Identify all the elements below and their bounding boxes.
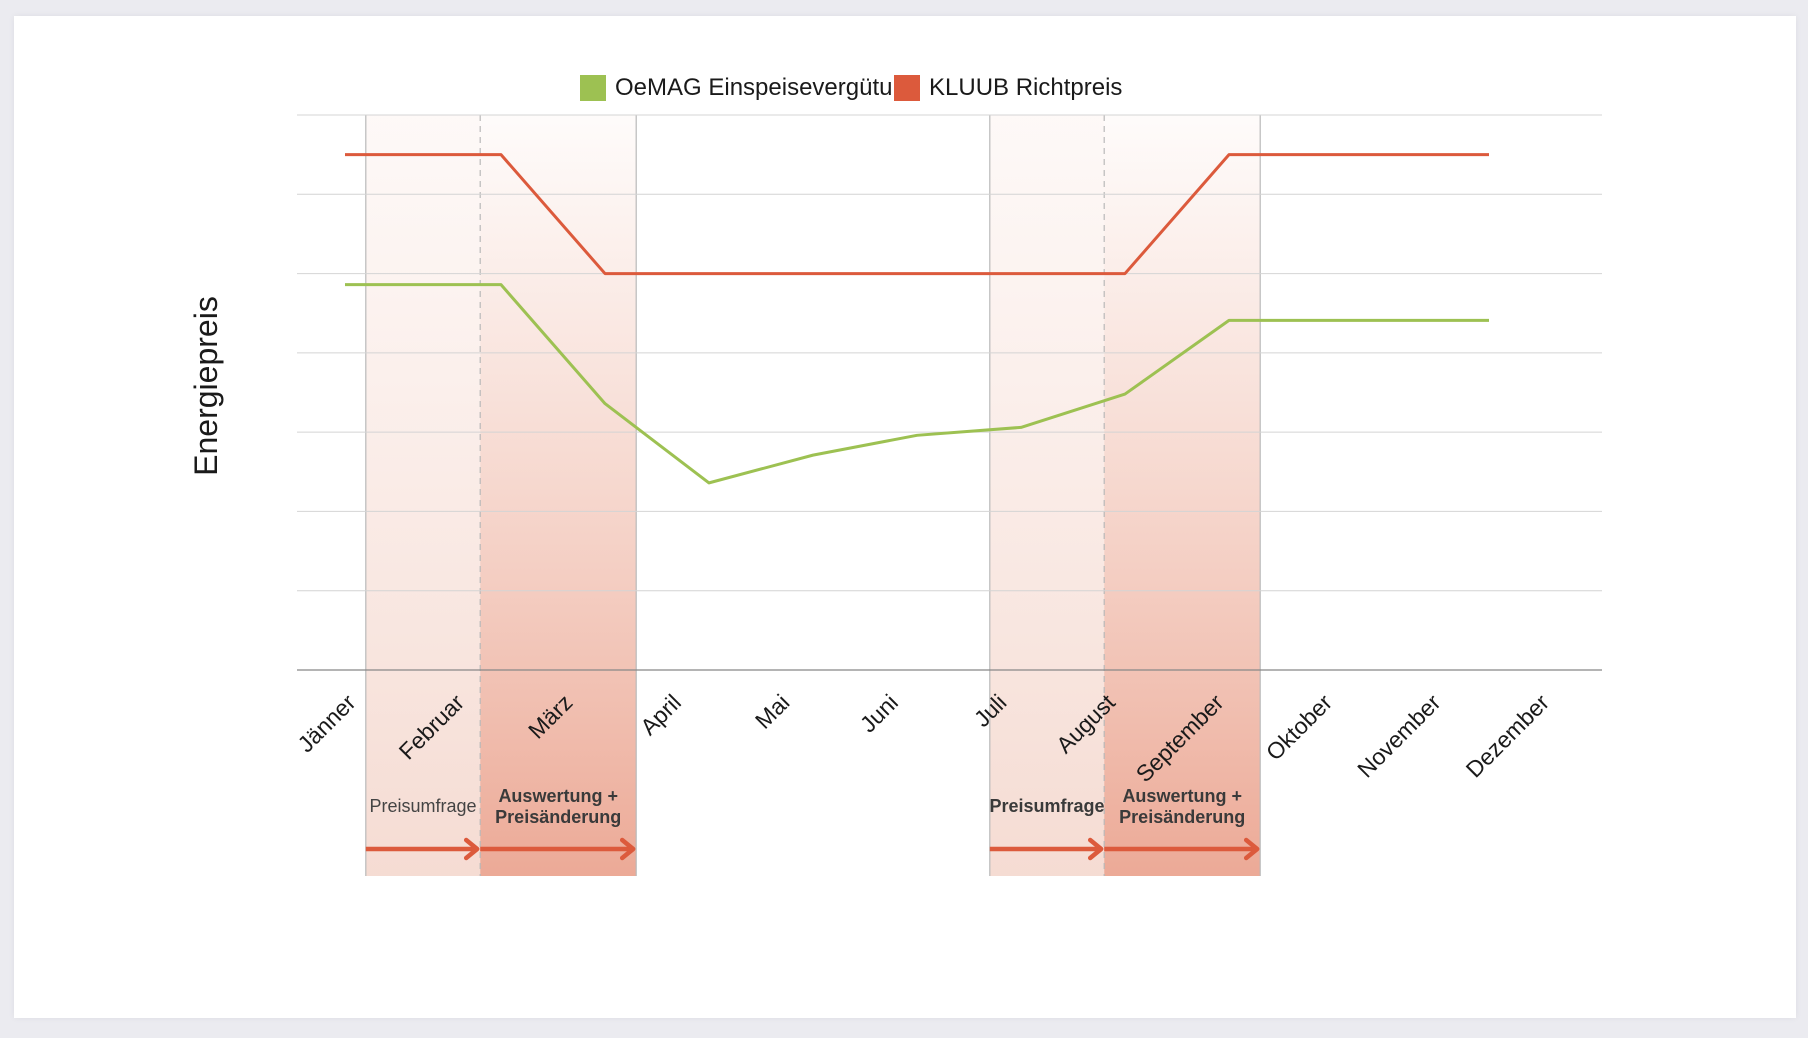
phase-band: [365, 115, 481, 876]
phase-arrow-head: [463, 837, 480, 861]
phase-label: Preisänderung: [1119, 807, 1245, 827]
x-tick-label: Jänner: [292, 689, 360, 757]
legend: OeMAG Einspeisevergütung KLUUB Richtpreis: [580, 74, 1122, 101]
phase-band: [480, 115, 637, 876]
y-axis-label: Energiepreis: [188, 296, 224, 476]
phase-label: Preisänderung: [495, 807, 621, 827]
chart-card: Jänner Februar März April Mai Juni Juli August S…: [14, 16, 1796, 1018]
phase-label: Preisumfrage: [989, 796, 1104, 816]
x-tick-label: Juni: [855, 689, 903, 737]
phase-labels: Preisumfrage Auswertung +PreisänderungPre…: [365, 786, 1260, 861]
x-tick-label: Oktober: [1261, 689, 1337, 765]
legend-swatch: [894, 75, 920, 101]
series-line: [345, 283, 1489, 485]
x-tick-label: April: [635, 689, 686, 740]
phase-band: [989, 115, 1105, 876]
legend-label: OeMAG Einspeisevergütung: [615, 74, 919, 101]
legend-swatch: [580, 75, 606, 101]
x-tick-label: Mai: [750, 689, 795, 734]
phase-label: Preisumfrage: [369, 796, 476, 816]
series-lines: [345, 153, 1489, 485]
phase-arrow-head: [1087, 837, 1104, 861]
phase-arrow-head: [1243, 837, 1260, 861]
x-tick-label: November: [1352, 689, 1446, 783]
x-tick-label: Dezember: [1461, 689, 1555, 783]
energy-price-chart: Jänner Februar März April Mai Juni Juli August S…: [188, 74, 1602, 876]
phase-band: [1104, 115, 1261, 876]
phase-bands: [365, 115, 1261, 876]
phase-label: Auswertung +: [1122, 786, 1242, 806]
phase-label: Auswertung +: [498, 786, 618, 806]
series-line: [345, 153, 1489, 276]
legend-label: KLUUB Richtpreis: [929, 74, 1122, 101]
phase-arrow-head: [619, 837, 636, 861]
